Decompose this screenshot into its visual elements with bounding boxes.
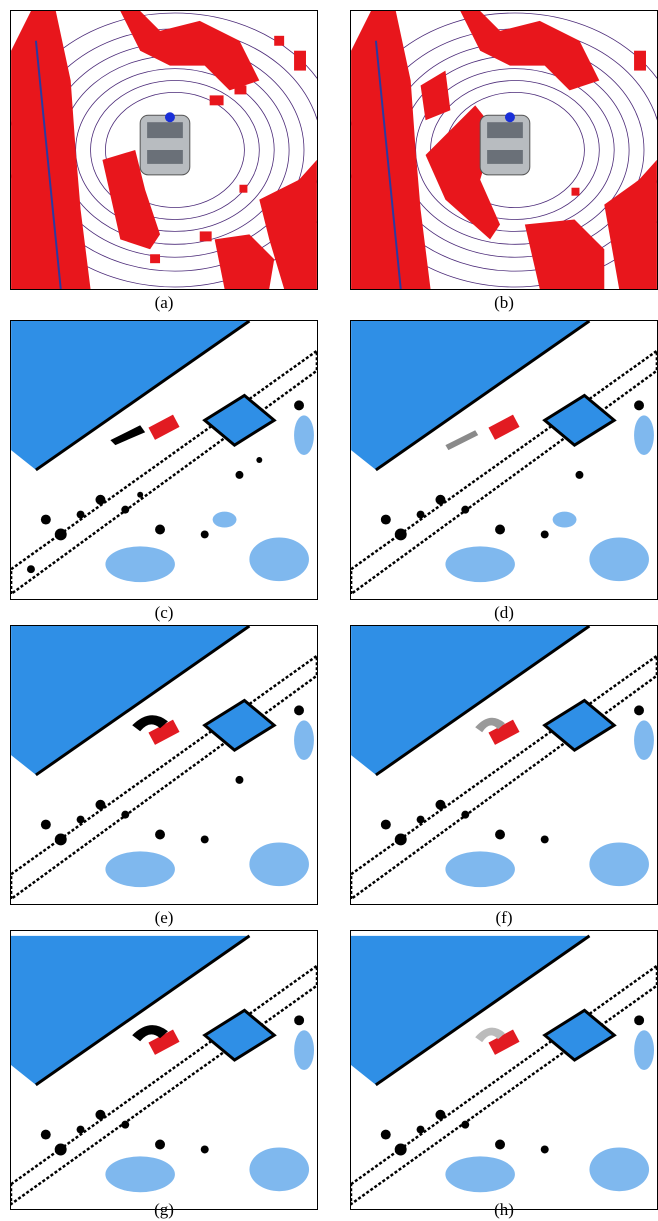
caption-e: (e): [154, 908, 174, 927]
caption-d: (d): [494, 603, 514, 622]
panel-c-map-image: [10, 320, 318, 600]
map-scene-g: [11, 934, 317, 1206]
panel-f-map-image: [350, 625, 658, 905]
caption-c: (c): [154, 603, 174, 622]
caption-b: (b): [494, 293, 514, 312]
map-scene-d: [351, 321, 657, 599]
panel-e-map-image: [10, 625, 318, 905]
lidar-scene-b: [351, 11, 657, 289]
lidar-scene-a: [11, 11, 317, 289]
panel-g-map-image: [10, 930, 318, 1210]
caption-a: (a): [154, 293, 174, 312]
vehicle-model-a: [139, 112, 191, 176]
map-scene-e: [11, 626, 317, 904]
caption-g: (g): [154, 1200, 174, 1219]
panel-h-map-image: [350, 930, 658, 1210]
panel-b-lidar-image: [350, 10, 658, 290]
map-scene-c: [11, 321, 317, 599]
panel-a-lidar-image: [10, 10, 318, 290]
caption-f: (f): [495, 908, 513, 927]
panel-d-map-image: [350, 320, 658, 600]
map-scene-h: [351, 934, 657, 1206]
map-scene-f: [351, 626, 657, 904]
caption-h: (h): [494, 1200, 514, 1219]
vehicle-model-b: [479, 112, 531, 176]
